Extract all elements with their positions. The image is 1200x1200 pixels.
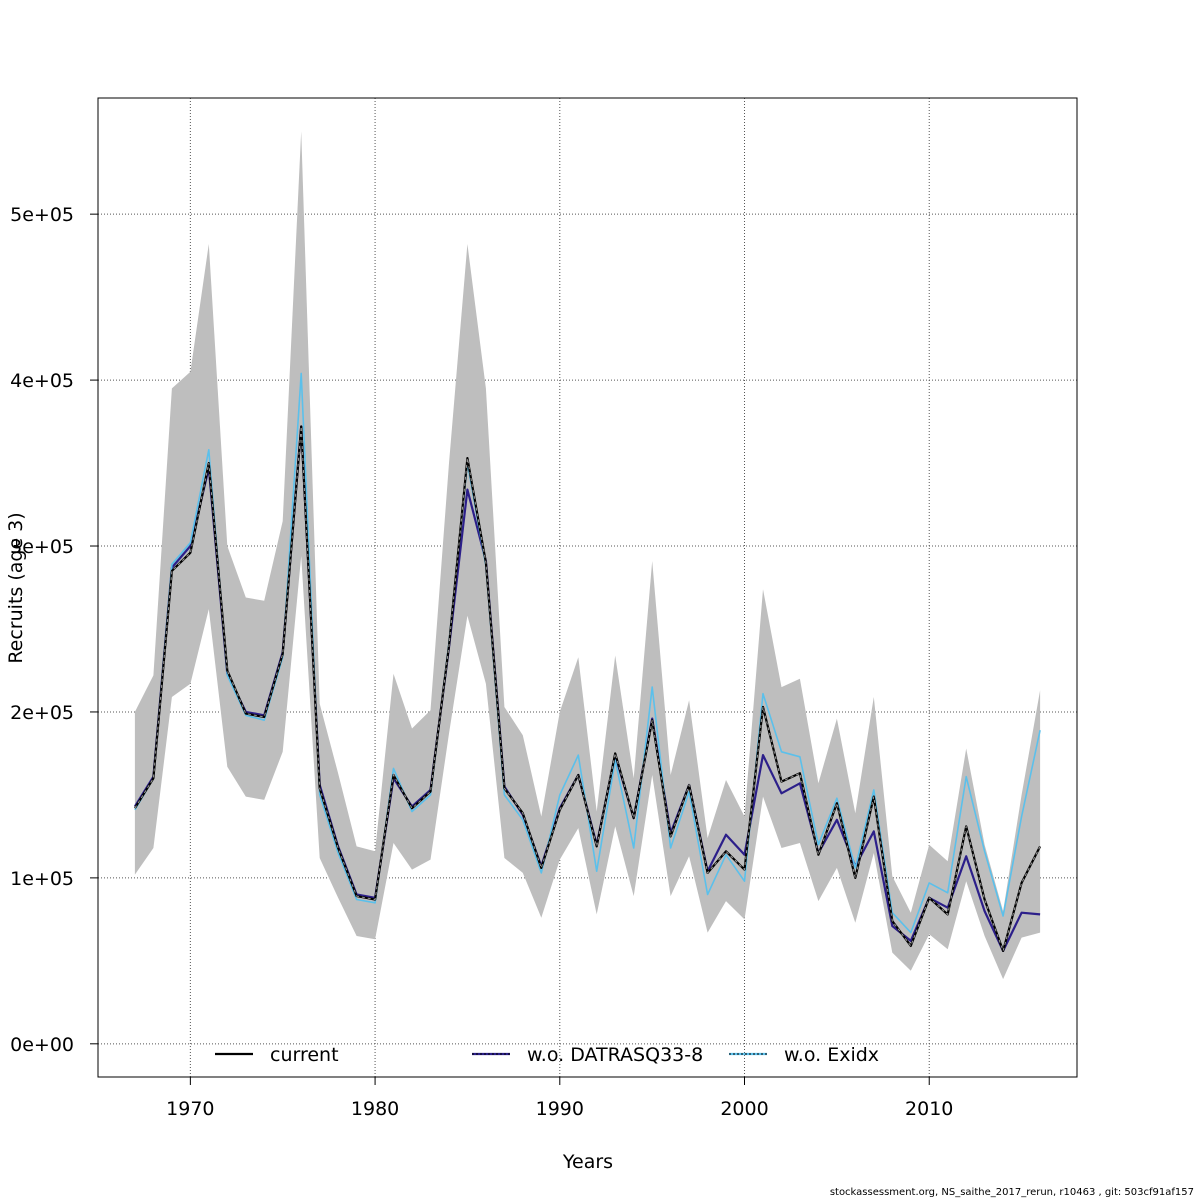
footer-credit: stockassessment.org, NS_saithe_2017_reru…	[829, 1187, 1194, 1198]
x-tick-label: 1990	[536, 1098, 584, 1120]
legend-label: w.o. DATRASQ33-8	[527, 1044, 703, 1066]
legend-label: w.o. Exidx	[784, 1044, 879, 1066]
y-tick-label: 0e+00	[10, 1034, 74, 1056]
confidence-band	[134, 131, 1041, 980]
series-lines	[133, 372, 1042, 953]
plot-frame	[97, 97, 1078, 1078]
y-tick-label: 4e+05	[10, 370, 74, 392]
legend-label: current	[270, 1044, 339, 1066]
x-axis-title: Years	[562, 1151, 613, 1173]
x-tick-label: 2010	[905, 1098, 953, 1120]
y-tick-label: 3e+05	[10, 536, 74, 558]
legend-item-1: w.o. DATRASQ33-8	[472, 1044, 703, 1066]
x-axis: 1970 1980 1990 2000 2010	[166, 1077, 953, 1120]
y-axis-title: Recruits (age 3)	[5, 512, 27, 663]
legend-item-0: current	[215, 1044, 339, 1066]
series-line-0-dash	[134, 426, 1041, 953]
y-axis: 0e+00 1e+05 2e+05 3e+05 4e+05 5e+05	[10, 204, 98, 1056]
x-tick-label: 1970	[166, 1098, 214, 1120]
y-tick-label: 5e+05	[10, 204, 74, 226]
legend: current w.o. DATRASQ33-8 w.o. Exidx	[215, 1044, 879, 1066]
y-tick-label: 2e+05	[10, 702, 74, 724]
y-tick-label: 1e+05	[10, 868, 74, 890]
x-tick-label: 2000	[720, 1098, 768, 1120]
x-tick-label: 1980	[351, 1098, 399, 1120]
legend-item-2: w.o. Exidx	[729, 1044, 879, 1066]
